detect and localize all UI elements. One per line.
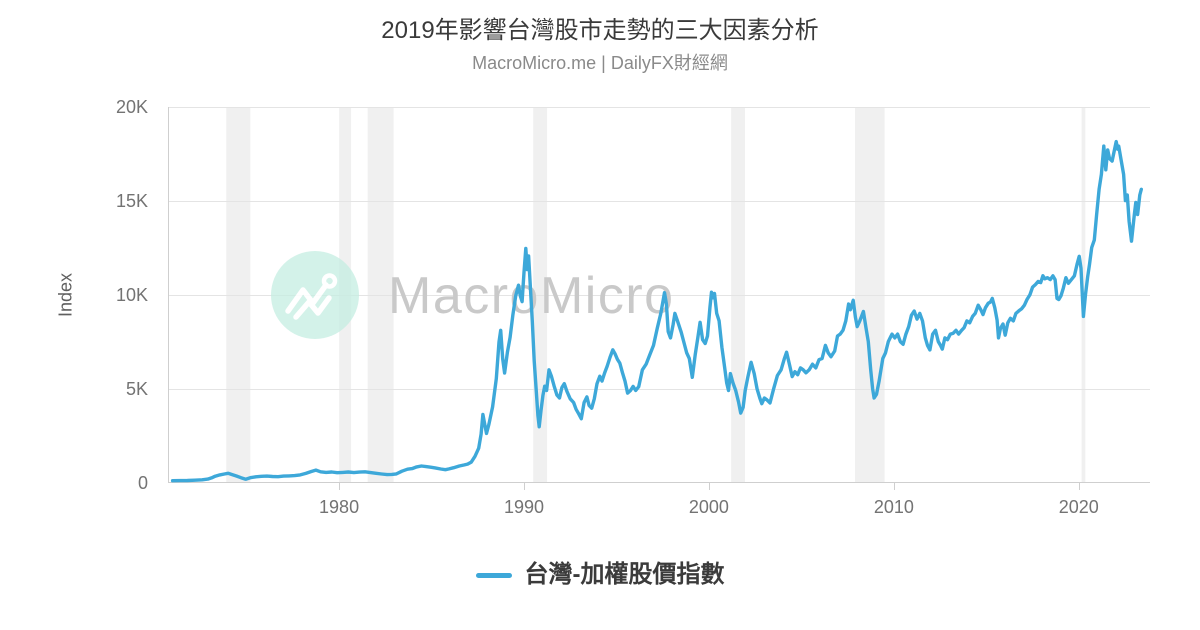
legend-swatch [475,572,512,578]
x-tick-label: 1980 [319,497,360,517]
plot-area: MacroMicro [168,107,1150,490]
y-tick-label: 20K [115,97,148,117]
chart-subtitle: MacroMicro.me | DailyFX財經網 [472,53,728,73]
logo-circle [271,251,359,339]
x-tick-label: 2000 [688,497,729,517]
x-tick-label: 2020 [1058,497,1099,517]
logo-zigzag-upper [285,282,329,314]
chart-svg: MacroMicro [168,107,1150,490]
logo-endpoint-ring [321,273,338,289]
legend: 台灣-加權股價指數 [0,561,1200,589]
logo-zigzag-lower [293,295,332,320]
y-tick-label: 0 [137,473,148,493]
y-tick-label: 15K [115,191,148,211]
x-tick-label: 2010 [873,497,914,517]
y-tick-label: 5K [125,379,148,399]
y-tick-label: 10K [115,285,148,305]
chart-title: 2019年影響台灣股市走勢的三大因素分析 [381,17,819,44]
x-tick-label: 1990 [503,497,544,517]
legend-label: 台灣-加權股價指數 [524,561,725,588]
watermark-logo [271,251,359,339]
series-line-taiex [170,139,1143,483]
